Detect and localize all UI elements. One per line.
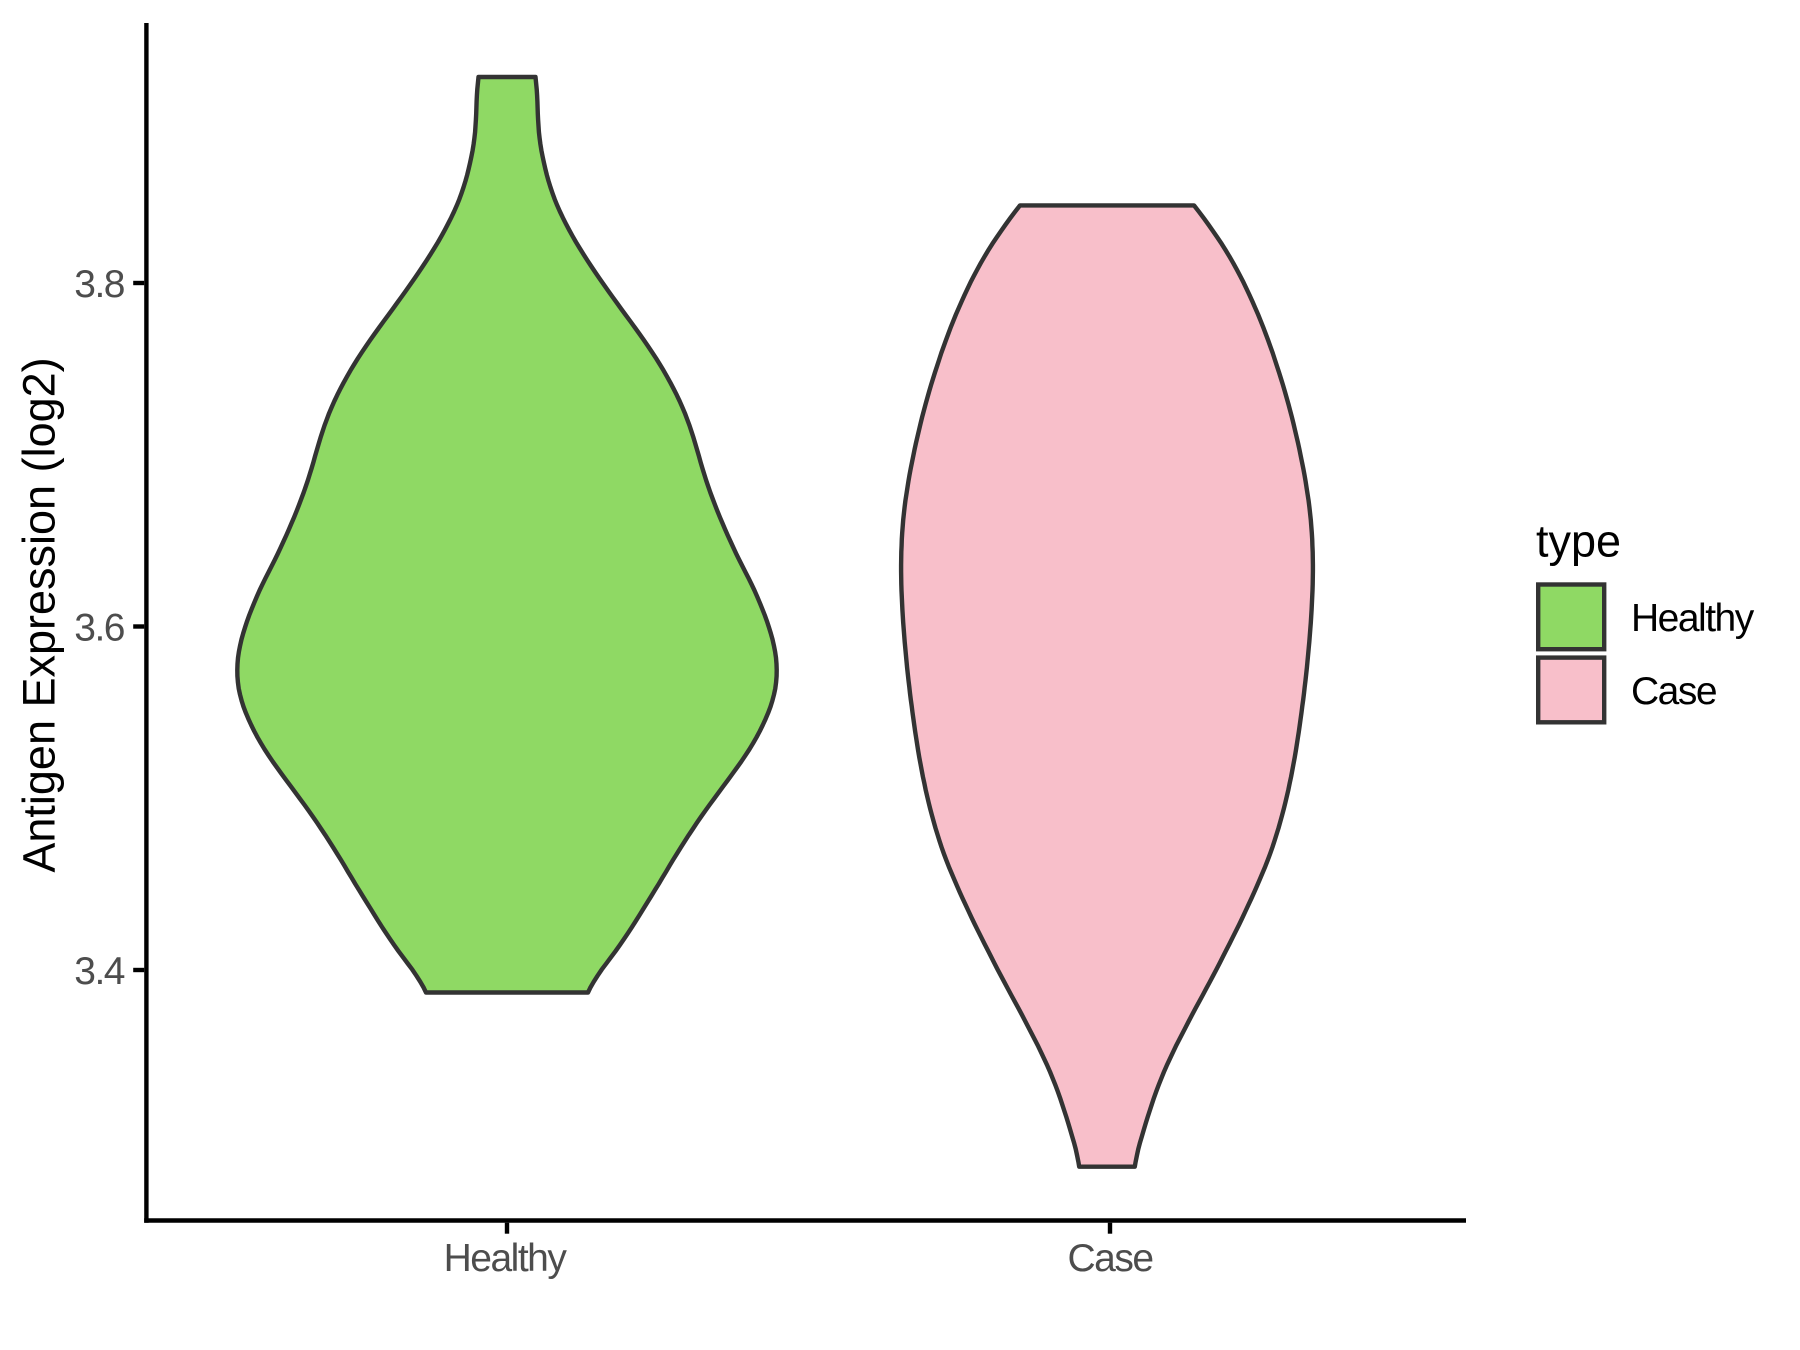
svg-text:Case: Case xyxy=(1067,1237,1152,1280)
svg-text:Healthy: Healthy xyxy=(444,1237,568,1280)
svg-text:3.6: 3.6 xyxy=(74,607,124,650)
svg-text:3.4: 3.4 xyxy=(74,950,125,993)
svg-text:Case: Case xyxy=(1631,670,1716,713)
svg-text:Antigen Expression (log2): Antigen Expression (log2) xyxy=(14,357,65,872)
svg-text:Healthy: Healthy xyxy=(1631,597,1755,640)
svg-text:3.8: 3.8 xyxy=(74,263,124,306)
svg-text:type: type xyxy=(1536,516,1621,567)
